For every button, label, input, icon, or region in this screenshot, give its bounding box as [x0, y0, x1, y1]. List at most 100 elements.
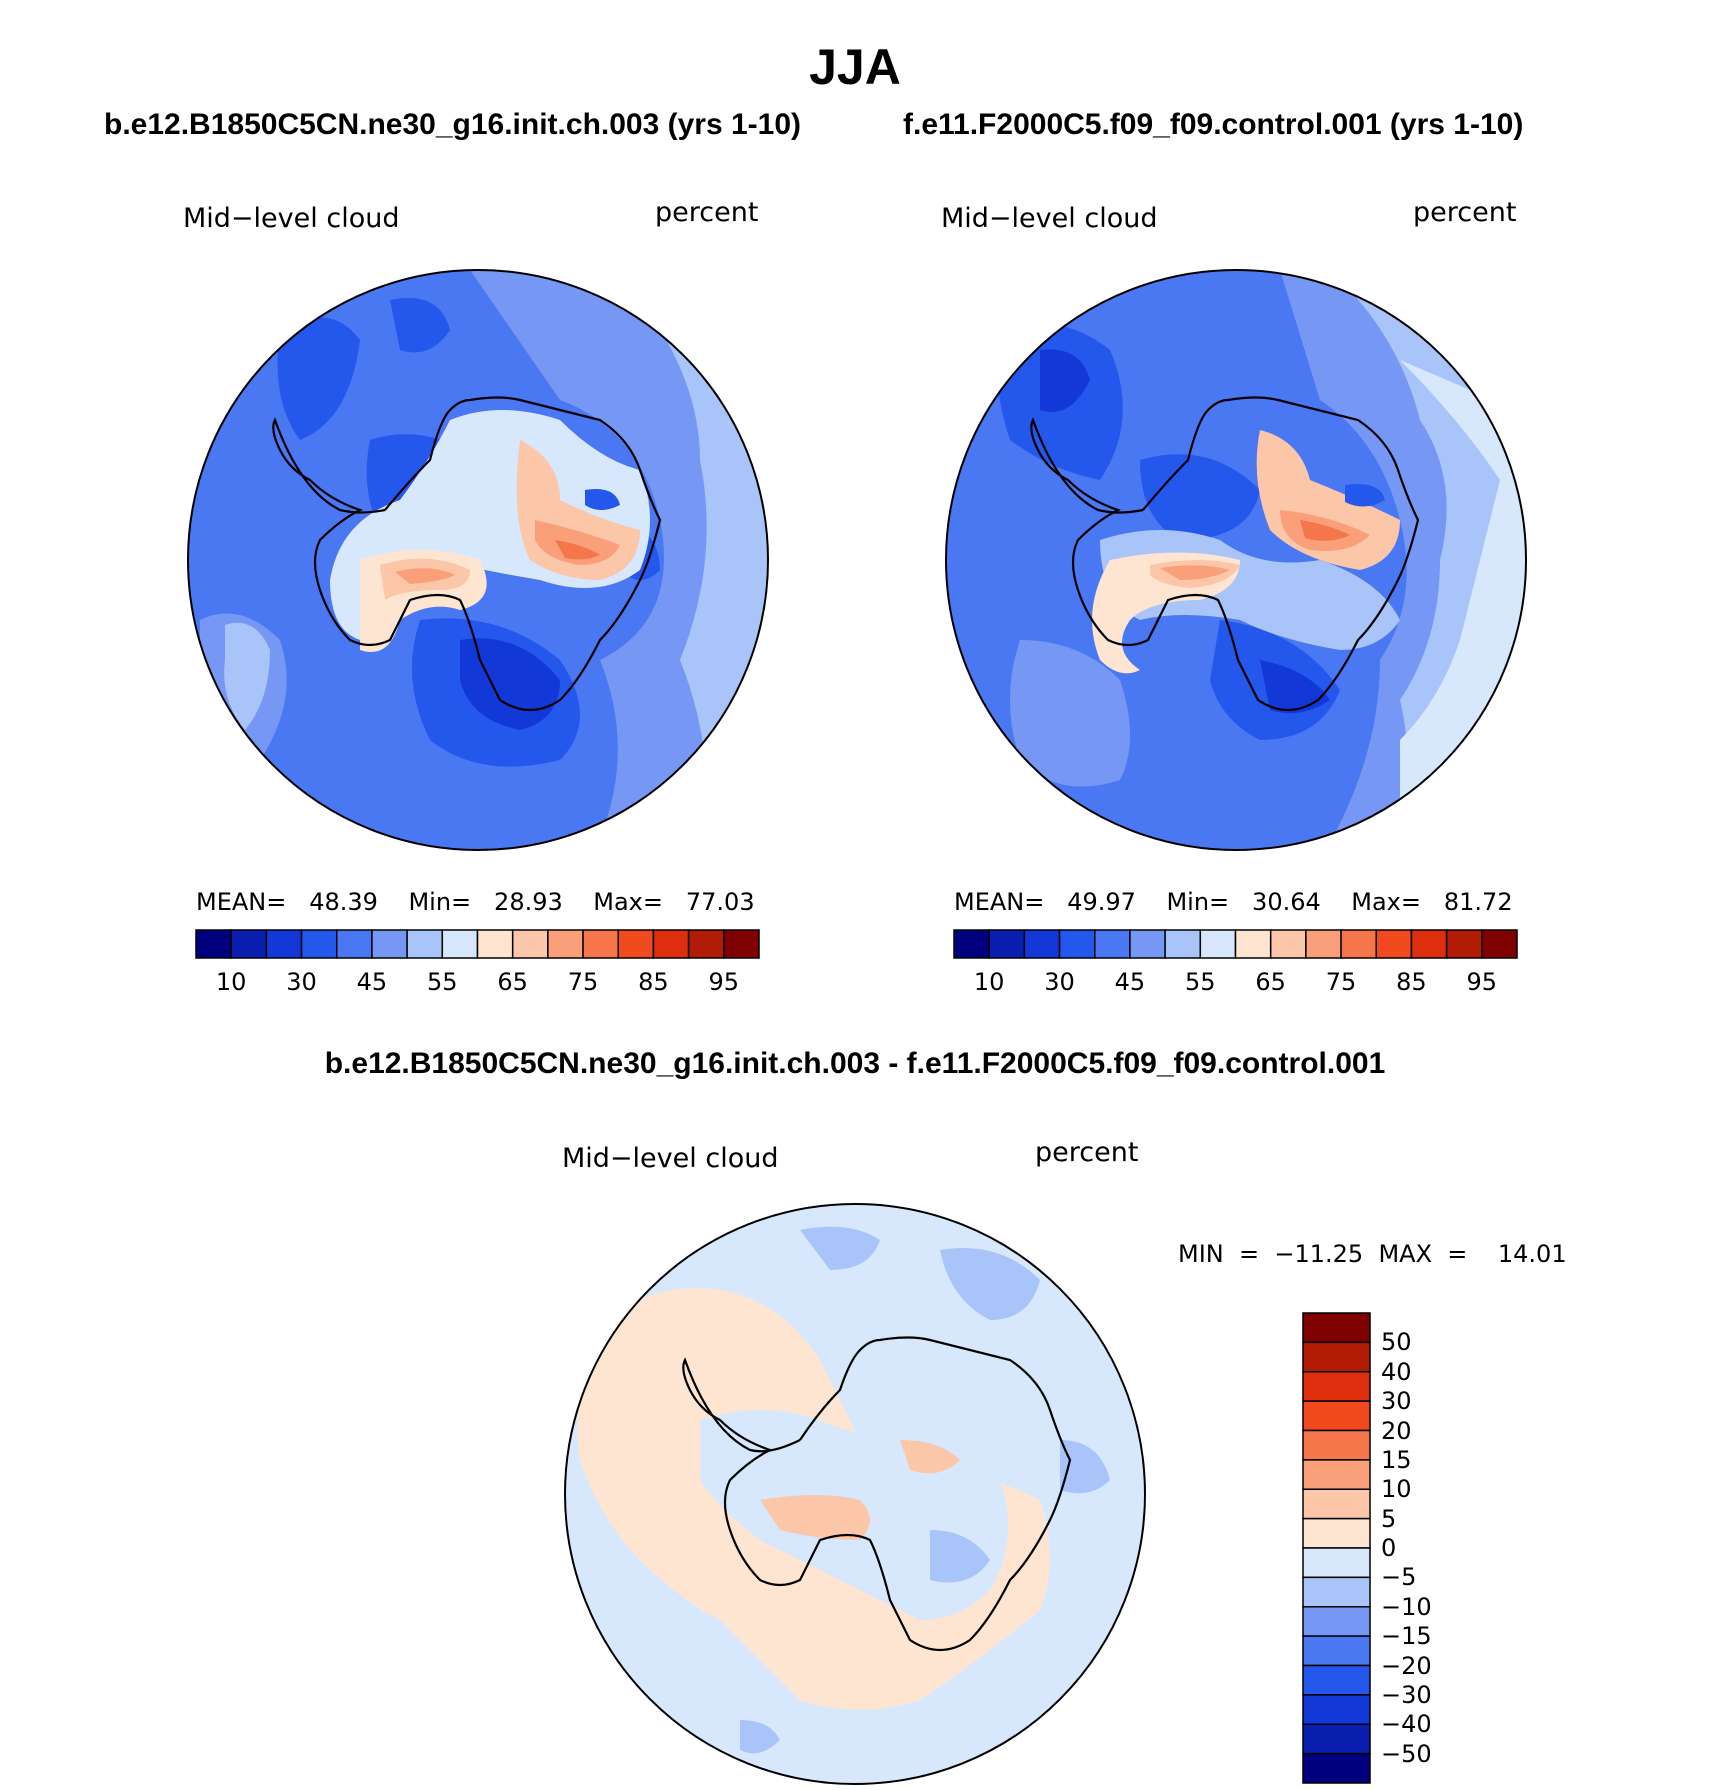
left-colorbar-tick-label: 65: [497, 968, 528, 996]
left-map-fields: [188, 270, 768, 850]
left-colorbar-swatch-8: [476, 929, 514, 959]
left-colorbar-tick-label: 55: [427, 968, 458, 996]
diff-colorbar-swatch-3: [1302, 1400, 1371, 1432]
left-colorbar-swatch-11: [582, 929, 619, 959]
right-variable-label: Mid−level cloud: [941, 203, 1158, 234]
right-colorbar-swatch-12: [1375, 929, 1413, 959]
left-colorbar-swatch-0: [195, 929, 232, 959]
right-coastline: [1030, 396, 1420, 711]
left-colorbar-swatch-3: [300, 929, 338, 959]
diff-colorbar-swatch-10: [1302, 1606, 1371, 1637]
diff-colorbar-swatch-14: [1302, 1723, 1371, 1755]
diff-colorbar-tick-label: −40: [1381, 1710, 1432, 1739]
diff-colorbar-swatch-5: [1302, 1459, 1371, 1490]
diff-colorbar-tick-label: 15: [1381, 1445, 1412, 1474]
left-colorbar-swatch-12: [617, 929, 655, 959]
diff-colorbar-tick-label: 0: [1381, 1534, 1397, 1562]
right-colorbar-tick-label: 10: [973, 968, 1005, 996]
figure-title: JJA: [809, 39, 901, 95]
diff-colorbar-tick-label: −30: [1381, 1680, 1432, 1709]
diff-colorbar-swatch-6: [1302, 1488, 1371, 1520]
diff-variable-label: Mid−level cloud: [562, 1143, 779, 1174]
right-colorbar-tick-label: 85: [1396, 968, 1427, 996]
left-colorbar-swatch-1: [230, 929, 268, 959]
left-colorbar-tick-label: 75: [567, 968, 599, 996]
right-colorbar-swatch-11: [1340, 929, 1377, 959]
left-colorbar-tick-label: 10: [215, 968, 247, 996]
left-colorbar-tick-label: 95: [708, 968, 740, 996]
diff-coastline: [682, 1336, 1072, 1651]
right-colorbar-tick-label: 45: [1114, 968, 1146, 996]
diff-colorbar-tick-label: 20: [1381, 1416, 1412, 1445]
left-colorbar-swatch-14: [687, 929, 725, 959]
diff-colorbar-tick-label: −20: [1381, 1651, 1432, 1680]
diff-colorbar-tick-label: 40: [1381, 1357, 1412, 1386]
right-colorbar-tick-label: 75: [1325, 968, 1357, 996]
diff-stats: MIN = −11.25 MAX = 14.01: [1178, 1240, 1567, 1268]
left-colorbar-swatch-7: [441, 929, 479, 959]
right-map-fields: [946, 270, 1526, 850]
left-colorbar-swatch-10: [547, 929, 584, 959]
left-colorbar-swatch-2: [265, 929, 303, 959]
right-colorbar-swatch-0: [953, 929, 990, 959]
diff-colorbar-swatch-15: [1302, 1752, 1371, 1784]
diff-colorbar-swatch-13: [1302, 1694, 1371, 1725]
right-colorbar: [953, 929, 1518, 959]
right-colorbar-swatch-13: [1410, 929, 1448, 959]
diff-colorbar-swatch-4: [1302, 1429, 1371, 1461]
right-colorbar-swatch-2: [1023, 929, 1061, 959]
left-stats: MEAN= 48.39 Min= 28.93 Max= 77.03: [196, 888, 755, 916]
right-colorbar-swatch-14: [1445, 929, 1483, 959]
right-colorbar-swatch-5: [1129, 929, 1166, 959]
left-colorbar-swatch-15: [723, 929, 760, 959]
left-variable-label: Mid−level cloud: [183, 203, 400, 234]
left-colorbar-tick-label: 45: [356, 968, 388, 996]
right-colorbar-tick-label: 55: [1185, 968, 1216, 996]
diff-colorbar-tick-label: −15: [1381, 1622, 1432, 1651]
diff-colorbar-swatch-1: [1302, 1341, 1371, 1373]
diff-colorbar-swatch-9: [1302, 1576, 1371, 1608]
right-colorbar-swatch-3: [1058, 929, 1096, 959]
left-units-label: percent: [655, 197, 759, 228]
right-case-title: f.e11.F2000C5.f09_f09.control.001 (yrs 1…: [903, 108, 1524, 141]
diff-colorbar-tick-label: −10: [1381, 1592, 1432, 1621]
diff-colorbar-swatch-8: [1302, 1547, 1371, 1579]
left-coastline: [272, 396, 662, 711]
left-colorbar-tick-label: 85: [638, 968, 669, 996]
diff-units-label: percent: [1035, 1137, 1139, 1168]
right-colorbar-swatch-15: [1481, 929, 1518, 959]
right-units-label: percent: [1413, 197, 1517, 228]
diff-colorbar-swatch-0: [1302, 1312, 1371, 1344]
diff-colorbar: [1302, 1312, 1371, 1784]
diff-colorbar-tick-label: 5: [1381, 1504, 1397, 1533]
diff-colorbar-tick-label: 50: [1381, 1328, 1412, 1357]
right-colorbar-swatch-8: [1234, 929, 1272, 959]
right-colorbar-swatch-6: [1164, 929, 1202, 959]
left-colorbar: [195, 929, 760, 959]
diff-colorbar-tick-label: −5: [1381, 1563, 1417, 1592]
right-colorbar-swatch-7: [1199, 929, 1237, 959]
left-colorbar-tick-label: 30: [286, 968, 317, 996]
left-colorbar-swatch-6: [406, 929, 444, 959]
diff-colorbar-swatch-11: [1302, 1635, 1371, 1667]
right-colorbar-tick-label: 65: [1255, 968, 1286, 996]
left-case-title: b.e12.B1850C5CN.ne30_g16.init.ch.003 (yr…: [104, 108, 802, 141]
diff-colorbar-swatch-7: [1302, 1517, 1371, 1549]
right-colorbar-swatch-4: [1094, 929, 1131, 959]
diff-colorbar-tick-label: −50: [1381, 1739, 1432, 1768]
left-colorbar-swatch-5: [371, 929, 408, 959]
right-colorbar-tick-label: 95: [1466, 968, 1498, 996]
left-colorbar-swatch-13: [652, 929, 690, 959]
difference-title: b.e12.B1850C5CN.ne30_g16.init.ch.003 - f…: [324, 1047, 1386, 1080]
left-colorbar-swatch-4: [336, 929, 373, 959]
right-colorbar-swatch-9: [1269, 929, 1307, 959]
right-colorbar-tick-label: 30: [1044, 968, 1075, 996]
left-colorbar-swatch-9: [511, 929, 549, 959]
right-colorbar-swatch-10: [1305, 929, 1342, 959]
diff-colorbar-tick-label: 10: [1381, 1475, 1412, 1504]
right-stats: MEAN= 49.97 Min= 30.64 Max= 81.72: [954, 888, 1513, 916]
diff-colorbar-swatch-2: [1302, 1371, 1371, 1402]
diff-colorbar-swatch-12: [1302, 1664, 1371, 1696]
right-colorbar-swatch-1: [988, 929, 1026, 959]
